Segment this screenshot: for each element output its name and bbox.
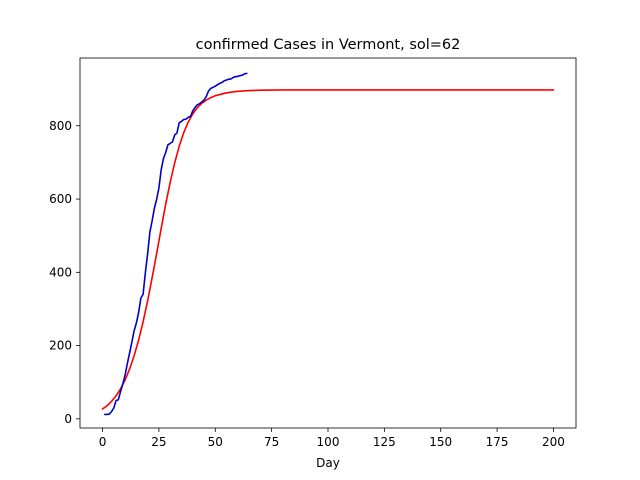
- chart-title: confirmed Cases in Vermont, sol=62: [196, 37, 461, 53]
- x-axis-label: Day: [316, 456, 340, 470]
- y-axis: 0 200 400 600 800: [49, 119, 80, 426]
- series-line-1: [101, 89, 555, 410]
- x-tick-label: 200: [542, 435, 565, 449]
- x-tick-label: 75: [264, 435, 279, 449]
- plot-frame: [79, 57, 577, 429]
- x-tick-label: 25: [151, 435, 166, 449]
- x-tick-label: 0: [99, 435, 107, 449]
- y-tick-label: 800: [49, 119, 72, 133]
- plot-area: [79, 57, 577, 429]
- y-tick-label: 400: [49, 265, 72, 279]
- x-tick-label: 100: [317, 435, 340, 449]
- y-tick-label: 600: [49, 192, 72, 206]
- x-tick-label: 50: [208, 435, 223, 449]
- series-line-2: [104, 72, 248, 416]
- x-tick-label: 125: [373, 435, 396, 449]
- x-tick-label: 175: [486, 435, 509, 449]
- y-tick-label: 0: [64, 412, 72, 426]
- y-tick-label: 200: [49, 339, 72, 353]
- x-tick-label: 150: [429, 435, 452, 449]
- x-axis: 0 25 50 75 100 125 150 175 200: [99, 428, 565, 449]
- series-layer: [101, 72, 555, 416]
